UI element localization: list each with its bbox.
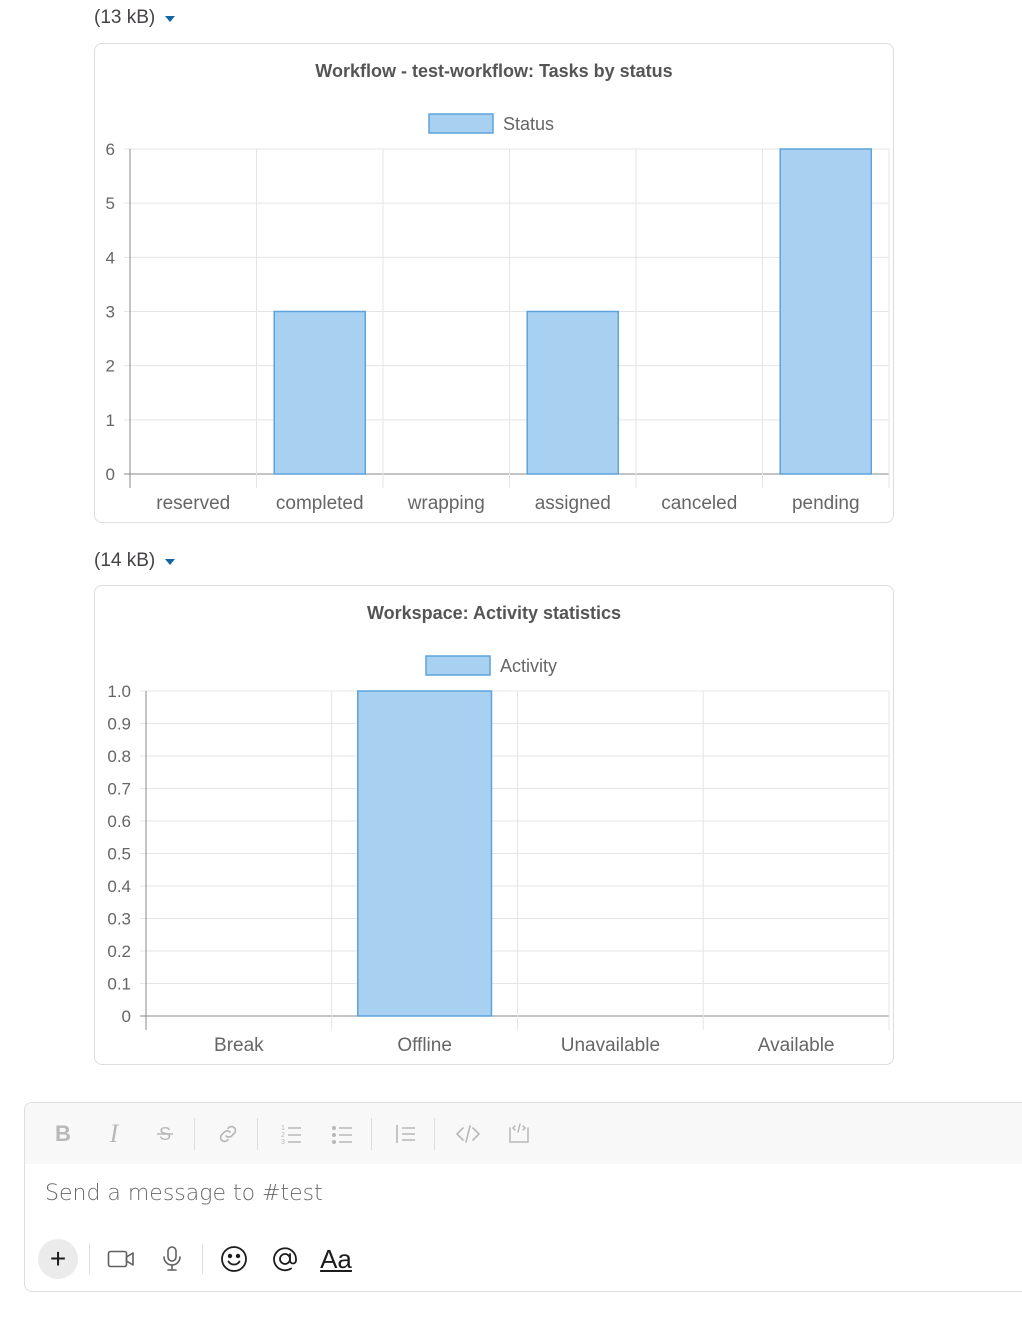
y-tick-label: 0.6 bbox=[107, 812, 131, 831]
y-tick-label: 0 bbox=[106, 465, 115, 484]
x-tick-label: Offline bbox=[397, 1035, 452, 1056]
mention-icon[interactable] bbox=[265, 1239, 305, 1279]
file-size-label: (14 kB) bbox=[94, 550, 156, 571]
x-tick-label: wrapping bbox=[407, 493, 485, 514]
y-tick-label: 4 bbox=[106, 248, 115, 267]
y-tick-label: 1 bbox=[106, 411, 115, 430]
x-tick-label: Unavailable bbox=[561, 1035, 660, 1056]
y-tick-label: 0 bbox=[122, 1007, 131, 1026]
y-tick-label: 2 bbox=[106, 357, 115, 376]
link-icon[interactable] bbox=[210, 1116, 246, 1152]
chart-card-activity-statistics[interactable]: Workspace: Activity statistics Activity 0 0… bbox=[94, 585, 894, 1065]
bar bbox=[526, 310, 620, 475]
activity-statistics-chart: Workspace: Activity statistics Activity 0 0… bbox=[107, 603, 890, 1056]
chevron-down-icon[interactable] bbox=[165, 16, 176, 22]
video-icon[interactable] bbox=[101, 1239, 141, 1279]
microphone-icon[interactable] bbox=[152, 1239, 192, 1279]
toolbar-divider bbox=[257, 1117, 258, 1150]
x-tick-label: Break bbox=[214, 1035, 264, 1056]
svg-text:1: 1 bbox=[281, 1125, 285, 1132]
toolbar-divider bbox=[202, 1244, 203, 1274]
bar bbox=[357, 690, 493, 1017]
bar bbox=[273, 310, 367, 475]
code-icon[interactable] bbox=[450, 1116, 486, 1152]
blockquote-icon[interactable] bbox=[387, 1116, 423, 1152]
x-tick-label: Available bbox=[758, 1035, 835, 1056]
strikethrough-icon[interactable]: S bbox=[147, 1116, 183, 1152]
legend-label: Activity bbox=[500, 656, 557, 676]
bulleted-list-icon[interactable] bbox=[324, 1116, 360, 1152]
chart-card-tasks-by-status[interactable]: Workflow - test-workflow: Tasks by statu… bbox=[94, 43, 894, 523]
x-tick-label: completed bbox=[276, 493, 364, 514]
svg-text:3: 3 bbox=[281, 1139, 285, 1146]
bold-icon[interactable]: B bbox=[55, 1120, 71, 1146]
file-size-label: (13 kB) bbox=[94, 7, 156, 28]
file-size-meta[interactable]: (14 kB) bbox=[94, 550, 176, 572]
y-tick-label: 6 bbox=[106, 140, 115, 159]
y-tick-label: 5 bbox=[106, 194, 115, 213]
y-tick-label: 0.4 bbox=[107, 877, 131, 896]
x-tick-label: canceled bbox=[661, 493, 737, 514]
message-input[interactable]: Send a message to #test bbox=[45, 1181, 323, 1206]
x-tick-label: reserved bbox=[156, 493, 230, 514]
y-tick-label: 0.1 bbox=[107, 975, 131, 994]
y-tick-label: 0.5 bbox=[107, 845, 131, 864]
plus-icon[interactable]: + bbox=[38, 1239, 78, 1279]
toolbar-divider bbox=[434, 1117, 435, 1150]
code-block-icon[interactable] bbox=[501, 1116, 537, 1152]
y-tick-label: 0.7 bbox=[107, 780, 131, 799]
chart-title: Workflow - test-workflow: Tasks by statu… bbox=[315, 61, 672, 81]
toolbar-divider bbox=[371, 1117, 372, 1150]
y-tick-label: 0.2 bbox=[107, 942, 131, 961]
legend-label: Status bbox=[503, 114, 554, 134]
y-tick-label: 0.8 bbox=[107, 747, 131, 766]
x-tick-label: pending bbox=[792, 493, 860, 514]
legend-swatch bbox=[428, 113, 494, 134]
composer-actions: + Aa bbox=[38, 1237, 367, 1281]
svg-text:2: 2 bbox=[281, 1132, 285, 1139]
text-format-icon[interactable]: Aa bbox=[320, 1243, 352, 1274]
toolbar-divider bbox=[194, 1117, 195, 1150]
chevron-down-icon[interactable] bbox=[165, 559, 176, 565]
file-size-meta[interactable]: (13 kB) bbox=[94, 7, 176, 29]
y-tick-label: 0.3 bbox=[107, 910, 131, 929]
y-tick-label: 1.0 bbox=[107, 682, 131, 701]
bar bbox=[779, 148, 873, 475]
tasks-by-status-chart: Workflow - test-workflow: Tasks by statu… bbox=[106, 61, 890, 514]
italic-icon[interactable]: I bbox=[109, 1118, 119, 1148]
y-tick-label: 0.9 bbox=[107, 715, 131, 734]
emoji-icon[interactable] bbox=[214, 1239, 254, 1279]
y-tick-label: 3 bbox=[106, 303, 115, 322]
x-tick-label: assigned bbox=[535, 493, 611, 514]
legend-swatch bbox=[425, 655, 491, 676]
chart-title: Workspace: Activity statistics bbox=[367, 603, 621, 623]
toolbar-divider bbox=[89, 1244, 90, 1274]
